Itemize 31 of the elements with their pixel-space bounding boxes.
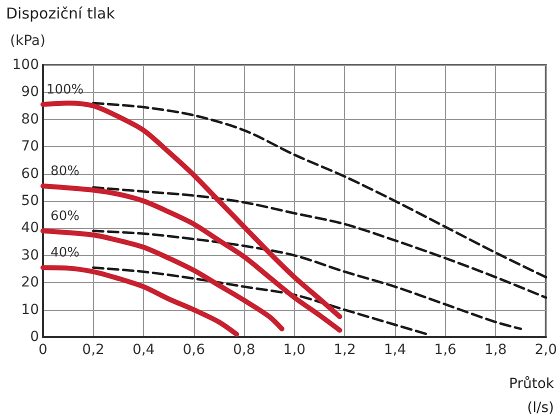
- x-tick-label: 2,0: [534, 342, 557, 358]
- x-tick-label: 0,2: [82, 342, 104, 358]
- line-series: [92, 102, 548, 278]
- x-tick-label: 1,0: [283, 342, 306, 358]
- x-tick-label: 0,4: [132, 342, 155, 358]
- x-tick-label: 0,6: [182, 342, 206, 358]
- y-tick-label: 90: [21, 84, 39, 100]
- y-tick-label: 40: [21, 220, 39, 236]
- y-tick-label: 20: [21, 274, 39, 291]
- x-tick-label: 1,6: [434, 342, 457, 358]
- chart-title: Dispoziční tlak: [6, 4, 116, 22]
- series-label: 100%: [46, 82, 84, 98]
- x-axis-title: Průtok (l/s): [509, 376, 555, 416]
- y-tick-label: 30: [21, 247, 39, 264]
- y-tick-label: 0: [30, 329, 39, 345]
- line-series: [92, 230, 522, 330]
- series-label: 40%: [50, 246, 80, 261]
- y-tick-label: 100: [12, 57, 39, 73]
- line-series: [92, 186, 548, 299]
- y-tick-label: 70: [21, 138, 39, 155]
- y-tick-label: 10: [21, 302, 39, 318]
- y-axis-title: (kPa): [10, 33, 46, 49]
- x-tick-label: 1,8: [484, 342, 507, 358]
- series-label: 60%: [50, 208, 80, 224]
- x-tick-label: 1,4: [384, 342, 406, 358]
- y-tick-label: 80: [21, 111, 39, 128]
- y-tick-label: 60: [21, 166, 39, 182]
- series-label: 80%: [50, 164, 80, 180]
- y-tick-label: 50: [21, 193, 39, 209]
- x-tick-label: 0,8: [233, 342, 256, 358]
- x-tick-label: 1,2: [334, 342, 356, 358]
